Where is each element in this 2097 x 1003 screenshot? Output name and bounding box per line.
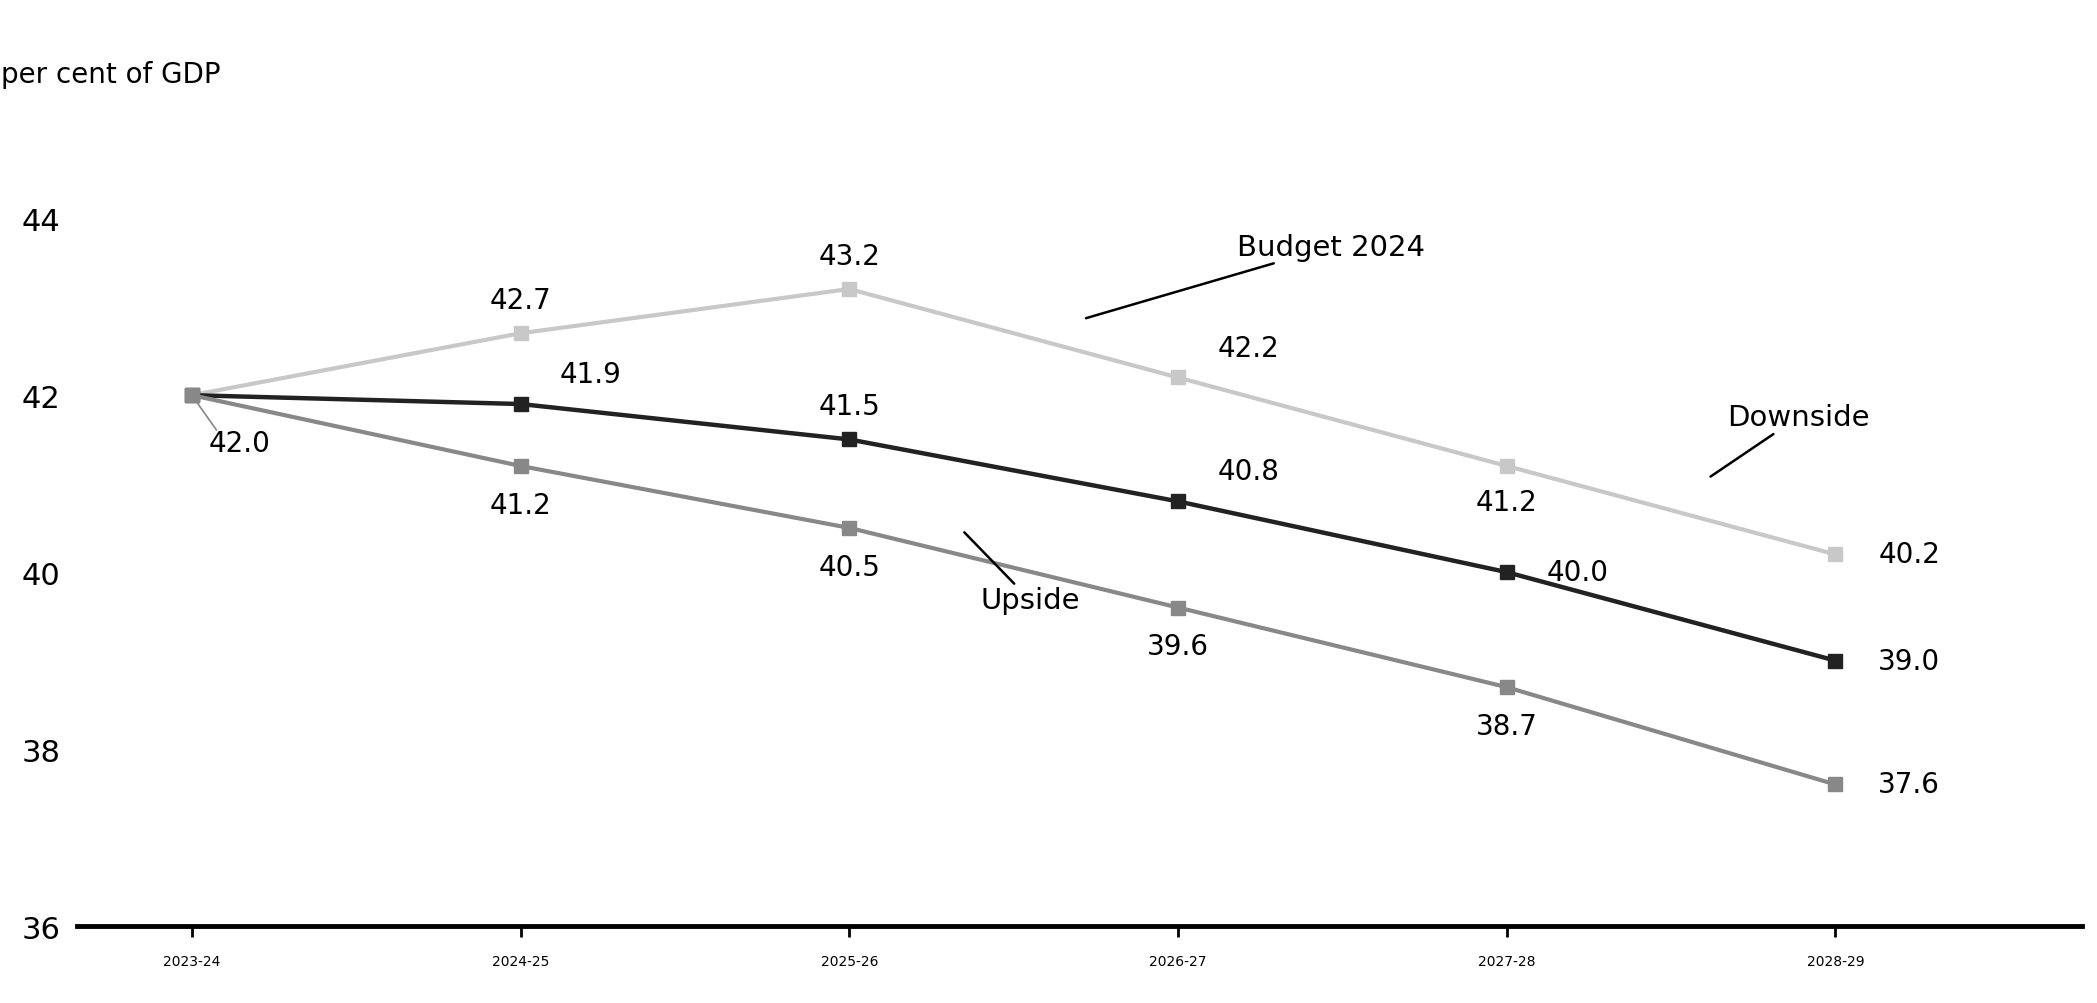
Text: 41.9: 41.9 bbox=[560, 361, 623, 389]
Text: 40.5: 40.5 bbox=[818, 553, 881, 581]
Text: 42.2: 42.2 bbox=[1218, 334, 1279, 362]
Text: 41.5: 41.5 bbox=[818, 392, 881, 420]
Text: 40.2: 40.2 bbox=[1879, 541, 1940, 569]
Text: 42.7: 42.7 bbox=[491, 287, 552, 315]
Text: 40.0: 40.0 bbox=[1545, 559, 1608, 587]
Text: 39.6: 39.6 bbox=[1147, 633, 1210, 661]
Text: 41.2: 41.2 bbox=[491, 491, 552, 520]
Text: Budget 2024: Budget 2024 bbox=[1086, 234, 1426, 319]
Text: 38.7: 38.7 bbox=[1476, 712, 1537, 740]
Text: 41.2: 41.2 bbox=[1476, 488, 1537, 517]
Text: 40.8: 40.8 bbox=[1218, 458, 1279, 485]
Text: 37.6: 37.6 bbox=[1879, 770, 1940, 798]
Text: 42.0: 42.0 bbox=[208, 429, 271, 457]
Text: 43.2: 43.2 bbox=[818, 243, 881, 270]
Text: Upside: Upside bbox=[965, 533, 1080, 615]
Text: per cent of GDP: per cent of GDP bbox=[0, 60, 220, 88]
Text: 39.0: 39.0 bbox=[1879, 647, 1940, 675]
Text: Downside: Downside bbox=[1711, 404, 1868, 477]
